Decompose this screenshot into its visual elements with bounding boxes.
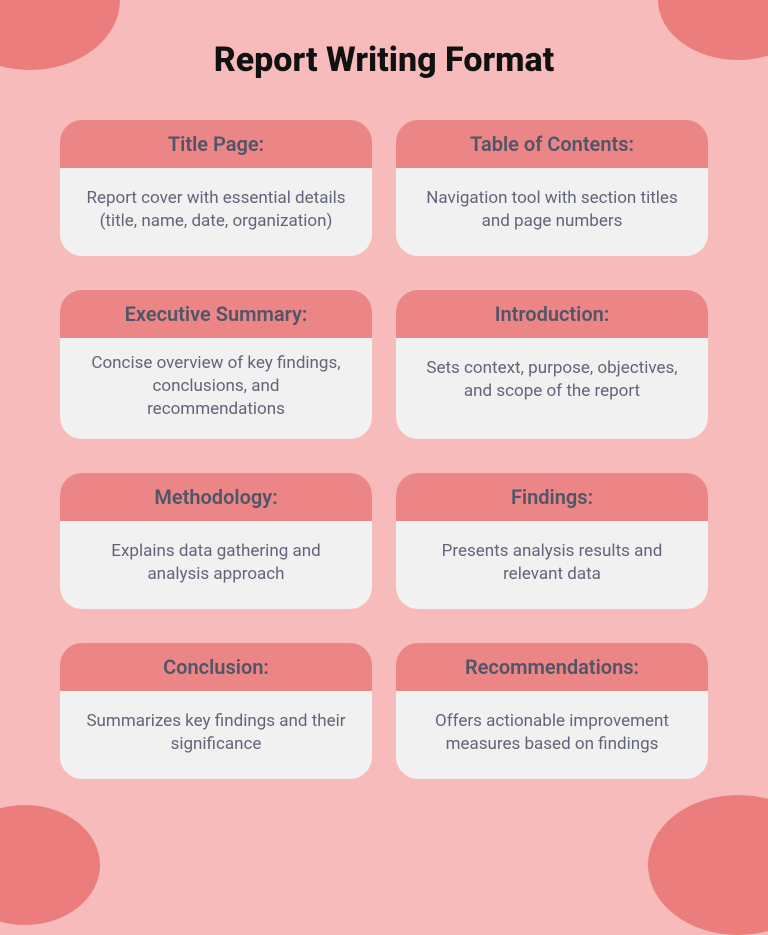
card-header: Table of Contents: (396, 120, 708, 168)
card-body: Sets context, purpose, objectives, and s… (396, 338, 708, 426)
card-header: Methodology: (60, 473, 372, 521)
card-executive-summary: Executive Summary: Concise overview of k… (60, 290, 372, 439)
card-body: Explains data gathering and analysis app… (60, 521, 372, 609)
page-title: Report Writing Format (214, 40, 555, 80)
card-body: Report cover with essential details (tit… (60, 168, 372, 256)
card-header: Conclusion: (60, 643, 372, 691)
cards-grid: Title Page: Report cover with essential … (60, 120, 708, 779)
card-table-of-contents: Table of Contents: Navigation tool with … (396, 120, 708, 256)
card-title-page: Title Page: Report cover with essential … (60, 120, 372, 256)
card-introduction: Introduction: Sets context, purpose, obj… (396, 290, 708, 439)
card-body: Offers actionable improvement measures b… (396, 691, 708, 779)
card-recommendations: Recommendations: Offers actionable impro… (396, 643, 708, 779)
infographic-container: Report Writing Format Title Page: Report… (0, 0, 768, 829)
card-body: Concise overview of key findings, conclu… (60, 338, 372, 439)
card-header: Recommendations: (396, 643, 708, 691)
card-body: Navigation tool with section titles and … (396, 168, 708, 256)
card-conclusion: Conclusion: Summarizes key findings and … (60, 643, 372, 779)
card-body: Presents analysis results and relevant d… (396, 521, 708, 609)
card-header: Findings: (396, 473, 708, 521)
card-header: Executive Summary: (60, 290, 372, 338)
card-header: Introduction: (396, 290, 708, 338)
card-methodology: Methodology: Explains data gathering and… (60, 473, 372, 609)
card-header: Title Page: (60, 120, 372, 168)
card-body: Summarizes key findings and their signif… (60, 691, 372, 779)
card-findings: Findings: Presents analysis results and … (396, 473, 708, 609)
